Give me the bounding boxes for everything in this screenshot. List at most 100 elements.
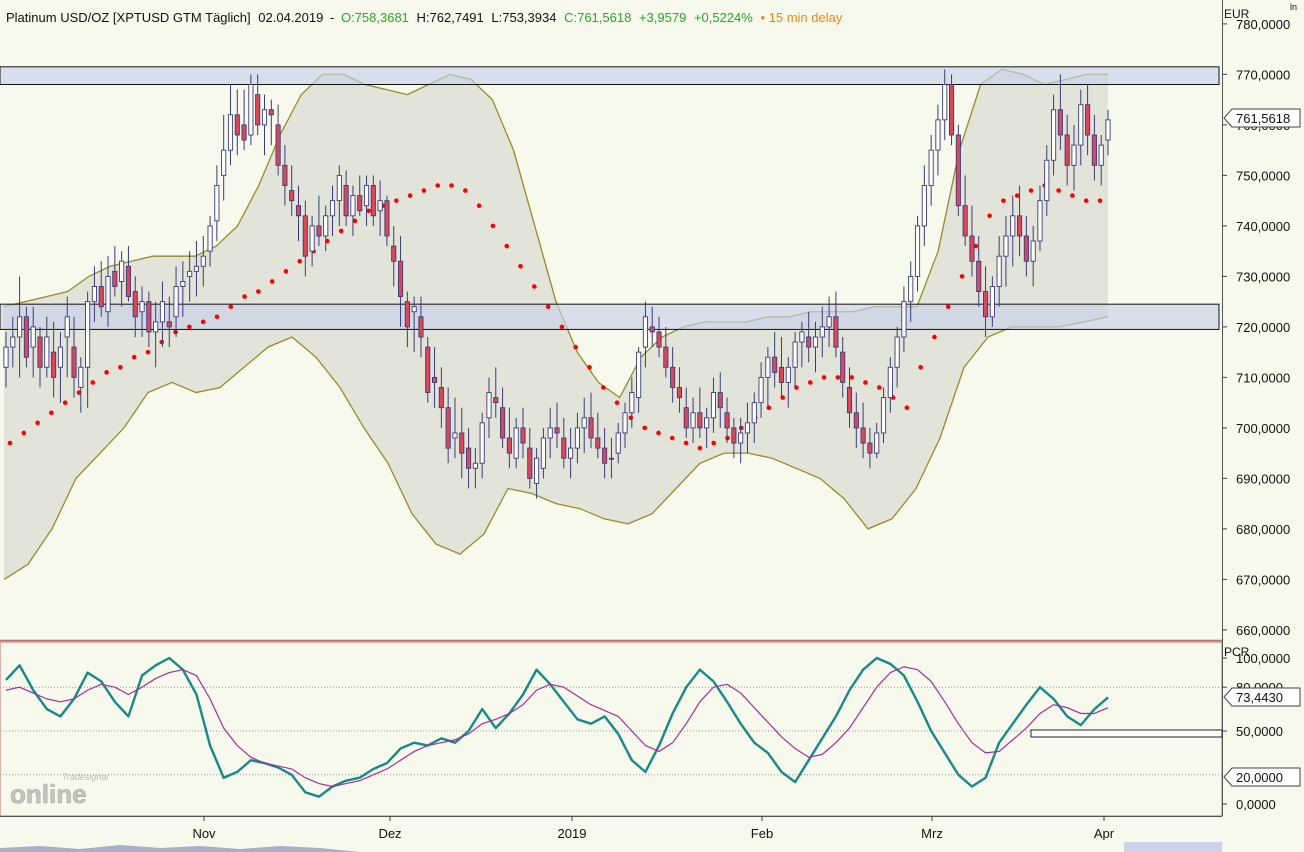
candle — [384, 195, 390, 247]
sar-dot — [628, 415, 634, 421]
candle-body-bear — [846, 387, 853, 414]
sar-dot — [518, 264, 523, 269]
candle — [880, 387, 887, 444]
candle — [64, 296, 70, 378]
sar-dot — [394, 198, 399, 203]
candle-body-bull — [479, 422, 485, 464]
sar-dot — [959, 274, 965, 279]
candle-body-bull — [792, 341, 798, 368]
candle-body-bear — [1057, 109, 1063, 136]
header-change: +3,9579 — [639, 10, 686, 25]
sar-dot — [835, 375, 841, 380]
candle-body-bull — [1051, 109, 1057, 161]
candle — [350, 185, 356, 236]
candle-body-bull — [323, 215, 329, 237]
candle — [989, 276, 995, 327]
sar-dot — [283, 269, 289, 274]
candle-body-bull — [880, 397, 887, 434]
candle-body-bull — [765, 356, 771, 378]
candle-body-bear — [289, 190, 295, 202]
sar-dot — [463, 188, 468, 193]
scrollbar-thumb[interactable] — [1124, 842, 1222, 852]
candle-body-bull — [642, 316, 648, 348]
candle-body-bull — [486, 392, 492, 419]
candle — [159, 281, 166, 348]
candle-body-bear — [602, 447, 608, 464]
pcr-pane — [0, 641, 1223, 817]
candle-body-bull — [887, 366, 893, 399]
candle — [268, 99, 274, 146]
axis-corner-mark: ln — [1290, 2, 1297, 12]
candle — [71, 316, 77, 398]
sar-dot — [532, 284, 537, 289]
sar-dot — [918, 365, 923, 370]
candle-body-bull — [751, 402, 757, 424]
candle-body-bear — [132, 291, 138, 318]
candle-body-bull — [119, 260, 125, 282]
candle — [173, 266, 179, 337]
pcr-tick-label: 50,0000 — [1236, 724, 1283, 739]
candle — [234, 89, 240, 156]
sar-dot — [821, 375, 827, 380]
candle — [921, 165, 927, 247]
sar-dot — [49, 410, 54, 416]
candle — [683, 387, 689, 438]
candle-body-bear — [772, 356, 778, 373]
candle — [282, 145, 288, 206]
candle — [1078, 89, 1084, 166]
header-dash: - — [330, 10, 334, 25]
candle-body-bear — [649, 326, 655, 333]
candle — [404, 291, 410, 348]
candle — [527, 427, 533, 489]
sar-dot — [587, 365, 592, 370]
x-tick-label: Dez — [378, 826, 401, 841]
candle-body-bull — [139, 301, 145, 313]
candle-body-bear — [520, 427, 526, 444]
sar-dot — [600, 385, 606, 390]
candle-body-bull — [874, 432, 880, 454]
candle-body-bear — [431, 376, 438, 383]
candle-body-bear — [255, 94, 261, 126]
candle-body-bull — [221, 149, 227, 176]
header-low: L:753,3934 — [491, 10, 556, 25]
sar-dot — [1070, 193, 1075, 198]
price-tick-label: 690,0000 — [1236, 471, 1290, 486]
candle — [792, 331, 798, 388]
candle — [23, 306, 29, 368]
candle-body-bear — [166, 321, 172, 328]
price-tick-label: 710,0000 — [1236, 370, 1290, 385]
candle-body-bull — [187, 270, 193, 277]
sar-dot — [711, 440, 716, 446]
support-zone — [0, 303, 1220, 330]
candle-body-bull — [1003, 235, 1009, 257]
sar-dot — [104, 370, 109, 375]
candle-body-bull — [615, 432, 621, 454]
sar-dot — [449, 183, 454, 188]
watermark-logo: Tradesignal online — [10, 772, 110, 809]
candle — [452, 397, 458, 459]
candle-body-bear — [976, 260, 982, 292]
candle — [710, 377, 717, 433]
candle — [1030, 225, 1036, 287]
candle-body-bull — [629, 392, 635, 414]
candle — [1071, 124, 1077, 191]
sar-dot — [256, 289, 261, 294]
candle-body-bull — [928, 149, 934, 186]
candle — [520, 407, 526, 459]
candle-body-bear — [98, 286, 104, 308]
candle-body-bull — [57, 346, 63, 368]
pcr-marker-box — [1030, 729, 1223, 738]
candle — [78, 357, 84, 413]
candle — [948, 74, 955, 146]
candle-body-bear — [493, 397, 499, 404]
candle-body-bear — [717, 392, 723, 409]
candle — [506, 407, 512, 469]
candle-body-bear — [282, 164, 288, 186]
candle — [255, 74, 261, 135]
price-tick-label: 780,0000 — [1236, 17, 1290, 32]
candle — [1091, 114, 1097, 181]
candle — [833, 291, 839, 358]
candle-body-bull — [622, 412, 628, 434]
candle — [397, 236, 404, 327]
